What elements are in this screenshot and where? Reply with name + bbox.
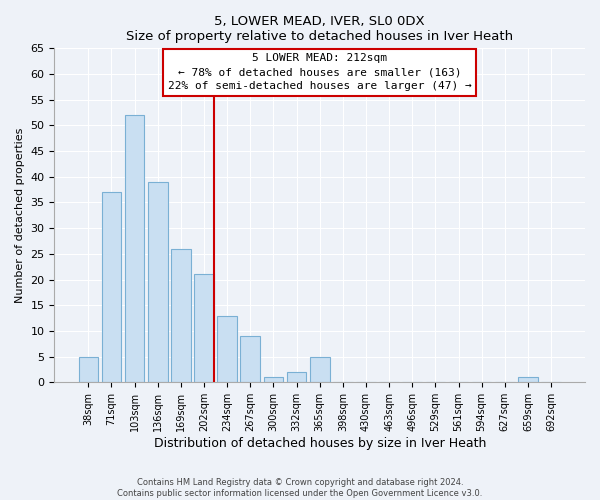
Title: 5, LOWER MEAD, IVER, SL0 0DX
Size of property relative to detached houses in Ive: 5, LOWER MEAD, IVER, SL0 0DX Size of pro… xyxy=(126,15,513,43)
Bar xyxy=(171,248,191,382)
Bar xyxy=(518,377,538,382)
Bar xyxy=(79,356,98,382)
Bar xyxy=(194,274,214,382)
Bar xyxy=(148,182,167,382)
X-axis label: Distribution of detached houses by size in Iver Heath: Distribution of detached houses by size … xyxy=(154,437,486,450)
Bar xyxy=(101,192,121,382)
Bar xyxy=(217,316,237,382)
Text: 5 LOWER MEAD: 212sqm
← 78% of detached houses are smaller (163)
22% of semi-deta: 5 LOWER MEAD: 212sqm ← 78% of detached h… xyxy=(168,54,472,92)
Bar xyxy=(263,377,283,382)
Bar xyxy=(287,372,307,382)
Bar xyxy=(125,115,145,382)
Bar xyxy=(241,336,260,382)
Text: Contains HM Land Registry data © Crown copyright and database right 2024.
Contai: Contains HM Land Registry data © Crown c… xyxy=(118,478,482,498)
Bar xyxy=(310,356,329,382)
Y-axis label: Number of detached properties: Number of detached properties xyxy=(15,128,25,303)
